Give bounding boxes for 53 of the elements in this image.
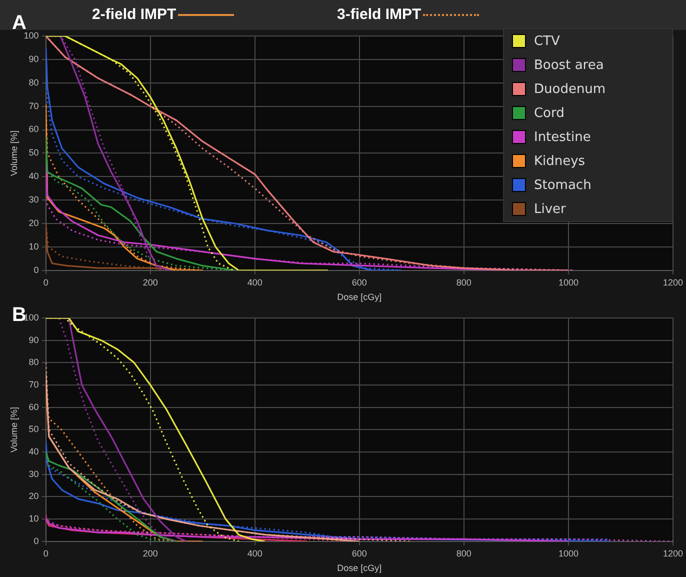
y-tick-label: 20 — [28, 218, 39, 228]
legend-label: Boost area — [534, 58, 604, 72]
y-tick-label: 70 — [28, 380, 39, 390]
x-tick-label: 1000 — [558, 548, 578, 558]
y-tick-label: 90 — [28, 54, 39, 64]
y-tick-label: 80 — [28, 77, 39, 88]
y-tick-label: 40 — [28, 446, 39, 457]
x-tick-label: 400 — [247, 548, 262, 558]
y-tick-label: 20 — [28, 491, 39, 502]
x-tick-label: 800 — [456, 548, 472, 558]
y-tick-label: 100 — [24, 312, 39, 322]
text: 2-field IMPT — [92, 6, 176, 23]
legend-label: Liver — [534, 202, 566, 216]
x-tick-label: 600 — [352, 277, 367, 288]
y-axis-title: Volume [%] — [8, 406, 19, 452]
x-tick-label: 1200 — [662, 548, 684, 558]
y-axis-title: Volume [%] — [8, 130, 19, 176]
y-tick-label: 80 — [28, 357, 39, 368]
y-tick-label: 50 — [28, 424, 39, 434]
x-tick-label: 1000 — [558, 277, 578, 288]
y-tick-label: 0 — [34, 536, 39, 546]
x-axis-title: Dose [cGy] — [337, 563, 382, 574]
x-tick-label: 0 — [43, 548, 48, 558]
x-tick-label: 1200 — [662, 277, 684, 288]
y-tick-label: 0 — [34, 264, 39, 275]
y-tick-label: 100 — [24, 30, 39, 40]
x-tick-label: 400 — [247, 277, 262, 288]
y-tick-label: 70 — [28, 100, 39, 111]
y-tick-label: 10 — [28, 241, 39, 252]
line-series — [46, 362, 412, 542]
legend-label: Intestine — [534, 130, 591, 144]
x-axis-title: Dose [cGy] — [337, 292, 382, 302]
text: A — [12, 12, 26, 34]
legend-label: Kidneys — [534, 154, 586, 168]
legend-label: CTV — [534, 34, 560, 48]
y-tick-label: 60 — [28, 402, 39, 412]
x-tick-label: 600 — [352, 548, 367, 558]
x-tick-label: 0 — [43, 277, 48, 288]
text: B — [12, 304, 26, 327]
y-tick-label: 30 — [28, 468, 39, 479]
y-tick-label: 40 — [28, 171, 39, 182]
legend-label: Cord — [534, 106, 564, 120]
y-tick-label: 60 — [28, 124, 39, 134]
y-tick-label: 50 — [28, 148, 39, 158]
text: 3-field IMPT — [337, 6, 422, 23]
y-tick-label: 90 — [28, 334, 39, 345]
legend-label: Duodenum — [534, 82, 606, 96]
legend-label: Stomach — [534, 178, 592, 192]
y-tick-label: 30 — [28, 194, 39, 205]
x-tick-label: 200 — [142, 548, 158, 558]
y-tick-label: 10 — [28, 514, 39, 524]
x-tick-label: 200 — [142, 277, 158, 288]
x-tick-label: 800 — [456, 277, 472, 288]
